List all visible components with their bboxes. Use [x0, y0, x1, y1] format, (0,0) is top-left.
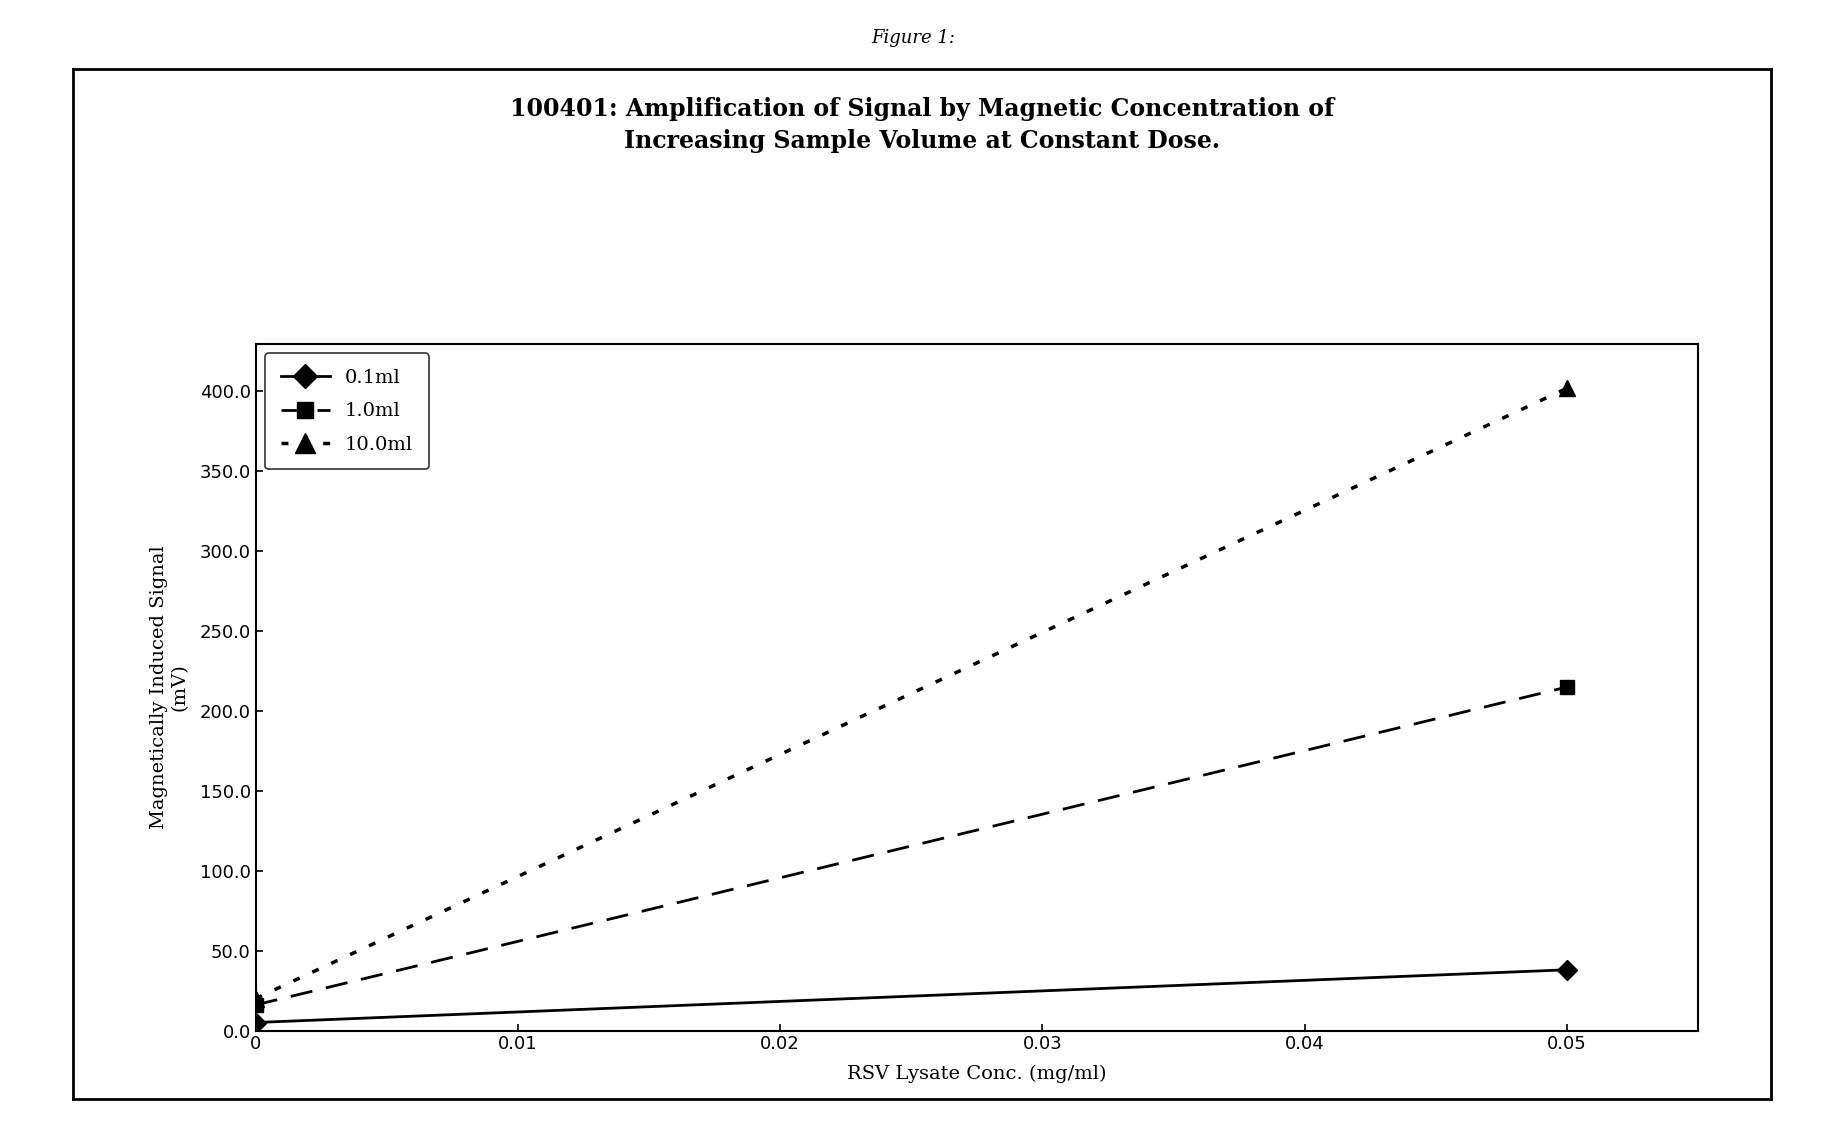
Legend: 0.1ml, 1.0ml, 10.0ml: 0.1ml, 1.0ml, 10.0ml [265, 353, 429, 469]
Text: Figure 1:: Figure 1: [871, 29, 955, 47]
Text: 100401: Amplification of Signal by Magnetic Concentration of
Increasing Sample V: 100401: Amplification of Signal by Magne… [509, 97, 1335, 153]
Y-axis label: Magnetically Induced Signal
(mV): Magnetically Induced Signal (mV) [150, 545, 188, 829]
X-axis label: RSV Lysate Conc. (mg/ml): RSV Lysate Conc. (mg/ml) [847, 1065, 1107, 1083]
